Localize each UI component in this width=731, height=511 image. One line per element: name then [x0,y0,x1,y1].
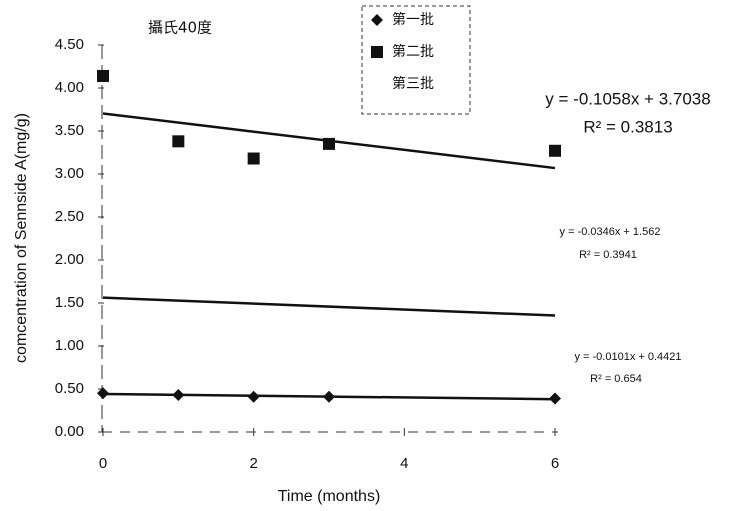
y-tick-label: 0.00 [55,423,84,440]
trendline-equation: y = -0.1058x + 3.7038 [545,89,710,108]
y-tick-label: 2.50 [55,208,84,225]
data-point [549,144,561,157]
legend-box [361,5,471,115]
data-point [247,152,260,165]
y-tick-label: 1.50 [55,294,84,311]
data-point [172,389,185,402]
trendline-equation: y = -0.0101x + 0.4421 [574,351,681,363]
data-point [172,135,185,148]
y-tick-label: 1.00 [55,337,84,354]
y-tick-label: 2.00 [55,251,84,268]
y-tick-label: 3.50 [55,122,84,139]
x-tick-label: 2 [249,455,257,472]
y-axis-label: comcentration of Sennside A(mg/g) [13,113,30,363]
trendline [102,296,556,317]
x-tick-label: 0 [99,455,107,472]
y-tick-label: 3.00 [55,165,84,182]
data-point [247,390,260,403]
trendline-r2: R² = 0.654 [590,373,642,385]
y-tick-label: 4.00 [55,79,84,96]
data-point [97,69,109,82]
legend-label: 第一批 [392,11,434,28]
x-axis-label: Time (months) [278,488,381,505]
chart-title: 攝氏40度 [148,19,212,37]
data-point [549,392,561,405]
data-point [323,390,335,403]
legend-label: 第三批 [392,75,434,92]
legend-marker [371,46,383,58]
y-tick-label: 0.50 [55,380,84,397]
trendline-r2: R² = 0.3941 [579,249,637,261]
y-tick-label: 4.50 [55,36,84,53]
trendline-equation: y = -0.0346x + 1.562 [560,226,661,238]
legend-marker [371,14,383,26]
data-point [97,387,109,400]
data-point [323,137,335,150]
x-tick-label: 4 [400,455,408,472]
x-tick-label: 6 [551,455,559,472]
trendline-r2: R² = 0.3813 [583,117,672,136]
legend-label: 第二批 [392,43,434,60]
